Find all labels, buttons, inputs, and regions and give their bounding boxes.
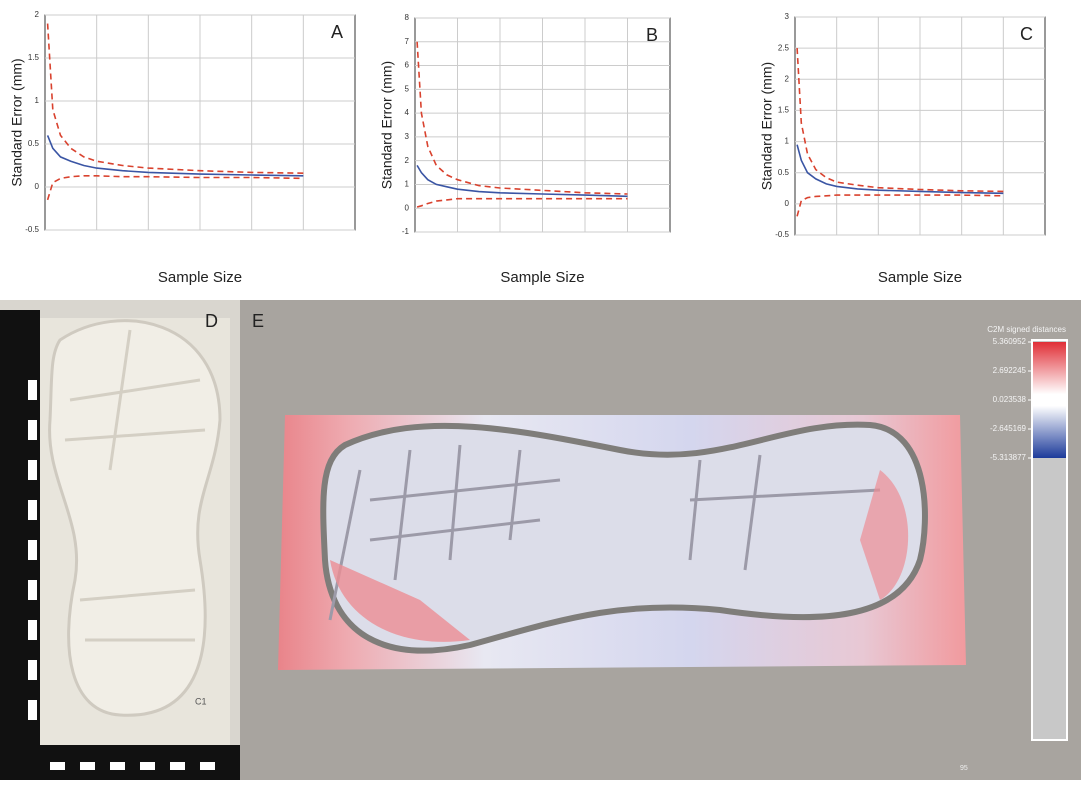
colorbar-tick-label: -5.313877 (990, 453, 1027, 462)
y-tick-label: -1 (402, 227, 410, 236)
panel-label: B (646, 25, 658, 45)
ruler-squares (28, 380, 215, 770)
series-line (416, 197, 628, 208)
y-tick-label: 1.5 (778, 106, 790, 115)
colorbar-tick-label: -2.645169 (990, 424, 1027, 433)
y-tick-label: 3 (785, 12, 790, 21)
panel-label: C (1020, 24, 1033, 44)
panel-d: D C1 (0, 300, 240, 780)
series-line (796, 194, 1004, 217)
panel-label: A (331, 22, 343, 42)
corner-number: 95 (960, 765, 968, 772)
x-axis-label: Sample Size (878, 269, 962, 286)
y-axis-label: Standard Error (mm) (379, 61, 395, 189)
y-tick-label: 8 (405, 13, 410, 22)
y-tick-label: 1 (785, 137, 790, 146)
y-axis-label: Standard Error (mm) (759, 62, 775, 190)
colorbar: 5.360952 2.692245 0.023538 -2.645169 -5.3138… (990, 337, 1066, 462)
shoe-outline (320, 421, 928, 654)
y-axis-label: Standard Error (mm) (9, 58, 25, 186)
y-tick-label: 1 (35, 96, 40, 105)
y-tick-label: 0 (785, 199, 790, 208)
colorbar-tick-label: 5.360952 (993, 337, 1027, 346)
heat-region (860, 470, 909, 600)
y-tick-label: -0.5 (775, 230, 789, 239)
shoe-print (48, 319, 222, 717)
y-tick-label: 0.5 (28, 139, 40, 148)
series-line (416, 164, 628, 198)
y-tick-label: 0 (35, 182, 40, 191)
y-tick-label: 2 (785, 74, 790, 83)
y-tick-label: -0.5 (25, 225, 39, 234)
y-tick-label: 3 (405, 132, 410, 141)
series-line (796, 144, 1004, 195)
y-tick-label: 2 (405, 156, 410, 165)
series-line (416, 41, 628, 195)
panel-e: E C2M signed distances 5.360952 2.692245 0… (240, 300, 1081, 780)
y-tick-label: 1.5 (28, 53, 40, 62)
x-axis-label: Sample Size (500, 269, 584, 286)
cast-label: C1 (195, 696, 207, 706)
series-line (46, 175, 304, 201)
colorbar-title: C2M signed distances (987, 325, 1066, 334)
y-tick-label: 2.5 (778, 43, 790, 52)
y-tick-label: 0 (405, 203, 410, 212)
series-line (46, 135, 304, 177)
colorbar-tick-label: 2.692245 (993, 366, 1027, 375)
heat-region (330, 560, 470, 642)
panel-label: D (205, 311, 218, 331)
y-tick-label: 5 (405, 84, 410, 93)
y-tick-label: 7 (405, 37, 410, 46)
colorbar-tick-label: 0.023538 (993, 395, 1027, 404)
y-tick-label: 1 (405, 180, 410, 189)
series-line (46, 23, 304, 174)
colorbar-gradient (1033, 342, 1066, 458)
y-tick-label: 0.5 (778, 168, 790, 177)
panel-label: E (252, 311, 264, 331)
y-tick-label: 4 (405, 108, 410, 117)
x-axis-label: Sample Size (158, 269, 242, 286)
y-tick-label: 2 (35, 10, 40, 19)
tread-lines (328, 444, 881, 621)
y-tick-label: 6 (405, 61, 410, 70)
tread-lines (64, 329, 206, 642)
